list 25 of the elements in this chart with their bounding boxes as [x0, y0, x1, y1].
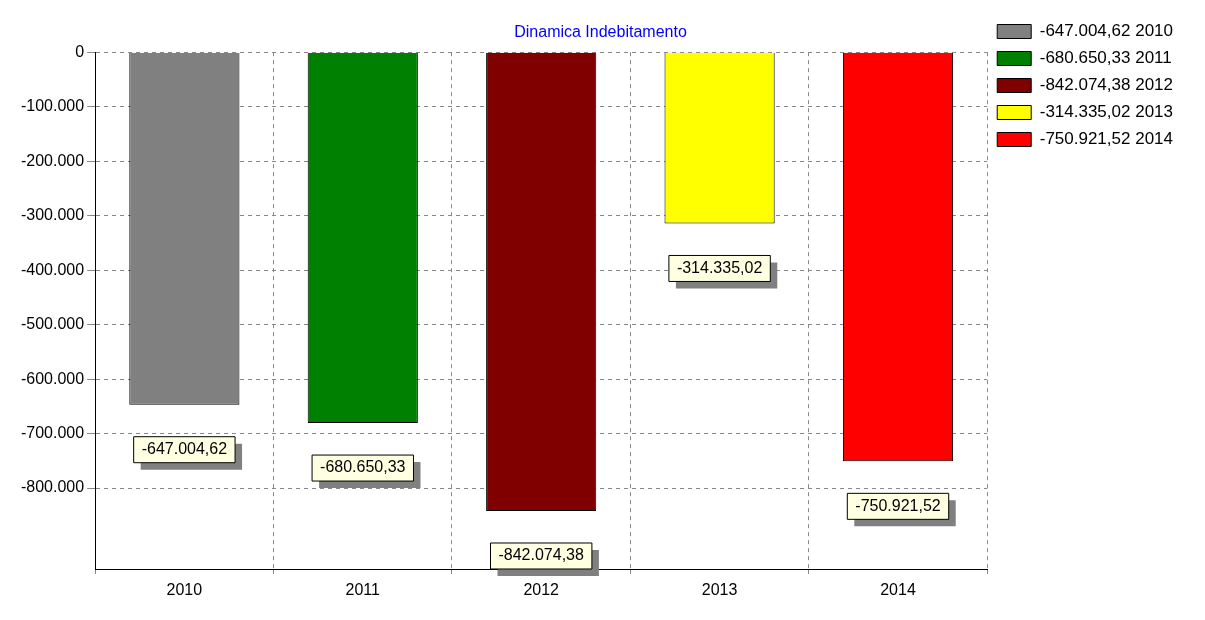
x-tick-label: 2014 — [880, 580, 916, 598]
data-label: -750.921,52 — [855, 496, 941, 514]
x-tick-label: 2010 — [166, 580, 203, 598]
legend-label: -842.074,38 2012 — [1039, 75, 1174, 95]
y-tick-label: -800.000 — [20, 478, 85, 496]
y-tick-label: 0 — [75, 42, 85, 60]
y-tick-label: -700.000 — [20, 424, 85, 441]
y-tick-label: -200.000 — [20, 151, 85, 169]
legend-label: -680.650,33 2011 — [1039, 48, 1172, 68]
x-tick-label: 2013 — [701, 580, 738, 598]
legend-label: -314.335,02 2013 — [1039, 102, 1174, 122]
chart-title: Dinamica Indebitamento — [514, 23, 687, 41]
x-tick-label: 2011 — [345, 580, 381, 598]
y-tick-label: -400.000 — [20, 260, 85, 278]
y-tick-label: -500.000 — [20, 315, 85, 333]
y-tick-label: -300.000 — [20, 206, 85, 224]
data-label: -647.004,62 — [141, 440, 228, 458]
data-label: -680.650,33 — [320, 458, 406, 476]
data-label: -314.335,02 — [676, 258, 763, 276]
data-label: -842.074,38 — [498, 546, 584, 564]
y-tick-label: -100.000 — [20, 97, 85, 115]
y-tick-label: -600.000 — [20, 369, 85, 387]
legend-label: -647.004,62 2010 — [1039, 21, 1174, 41]
legend-label: -750.921,52 2014 — [1039, 129, 1174, 149]
x-tick-label: 2012 — [523, 580, 560, 598]
